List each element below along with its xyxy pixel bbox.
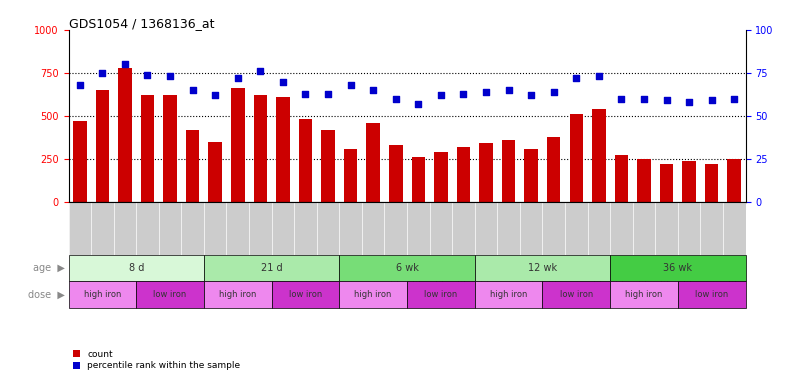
Point [299,90,312,96]
Point [322,90,334,96]
Bar [322,130,334,202]
Point [683,99,696,105]
Bar [367,123,380,202]
Text: high iron: high iron [219,290,256,299]
Bar [475,255,610,281]
Point [660,98,673,104]
Bar [73,121,86,202]
Point [525,92,538,98]
Bar [407,281,475,308]
Bar [299,119,312,202]
Bar [339,255,475,281]
Bar [69,281,136,308]
Bar [339,281,407,308]
Bar [610,281,678,308]
Bar [118,68,131,202]
Bar [547,136,560,202]
Text: high iron: high iron [490,290,527,299]
Text: age  ▶: age ▶ [32,263,64,273]
Text: dose  ▶: dose ▶ [27,289,64,299]
Bar [480,143,492,202]
Text: 36 wk: 36 wk [663,263,692,273]
Point [164,74,177,80]
Point [73,82,86,88]
Bar [592,109,605,202]
Text: 21 d: 21 d [261,263,282,273]
Bar [209,142,222,202]
Point [547,89,560,95]
Text: high iron: high iron [355,290,392,299]
Point [480,89,492,95]
Bar [570,114,583,202]
Point [434,92,447,98]
Bar [272,281,339,308]
Text: low iron: low iron [153,290,187,299]
Point [231,75,244,81]
Bar [276,97,289,202]
Text: 12 wk: 12 wk [528,263,557,273]
Bar [141,95,154,202]
Point [276,78,289,84]
Text: low iron: low iron [289,290,322,299]
Text: GDS1054 / 1368136_at: GDS1054 / 1368136_at [69,17,214,30]
Bar [96,90,109,202]
Text: 8 d: 8 d [128,263,144,273]
Bar [412,157,425,202]
Point [502,87,515,93]
Bar [136,281,204,308]
Text: high iron: high iron [625,290,663,299]
Bar [231,88,244,202]
Bar [434,152,447,202]
Text: high iron: high iron [84,290,121,299]
Bar [344,148,357,202]
Point [96,70,109,76]
Bar [389,145,402,202]
Bar [204,281,272,308]
Point [412,101,425,107]
Text: low iron: low iron [695,290,729,299]
Bar [542,281,610,308]
Point [118,62,131,68]
Bar [638,159,650,202]
Point [728,96,741,102]
Bar [502,140,515,202]
Text: low iron: low iron [424,290,458,299]
Bar [475,281,542,308]
Bar [204,255,339,281]
Point [457,90,470,96]
Point [389,96,402,102]
Text: low iron: low iron [559,290,593,299]
Bar [615,155,628,202]
Bar [678,281,746,308]
Bar [457,147,470,202]
Point [615,96,628,102]
Bar [525,148,538,202]
Point [344,82,357,88]
Bar [705,164,718,202]
Bar [610,255,746,281]
Bar [186,130,199,202]
Legend: count, percentile rank within the sample: count, percentile rank within the sample [73,350,241,370]
Text: 6 wk: 6 wk [396,263,418,273]
Point [254,68,267,74]
Bar [254,95,267,202]
Bar [164,95,177,202]
Bar [69,255,204,281]
Point [186,87,199,93]
Point [367,87,380,93]
Point [209,92,222,98]
Point [570,75,583,81]
Point [592,74,605,80]
Point [638,96,650,102]
Point [141,72,154,78]
Bar [660,164,673,202]
Point [705,98,718,104]
Bar [728,159,741,202]
Bar [683,160,696,202]
